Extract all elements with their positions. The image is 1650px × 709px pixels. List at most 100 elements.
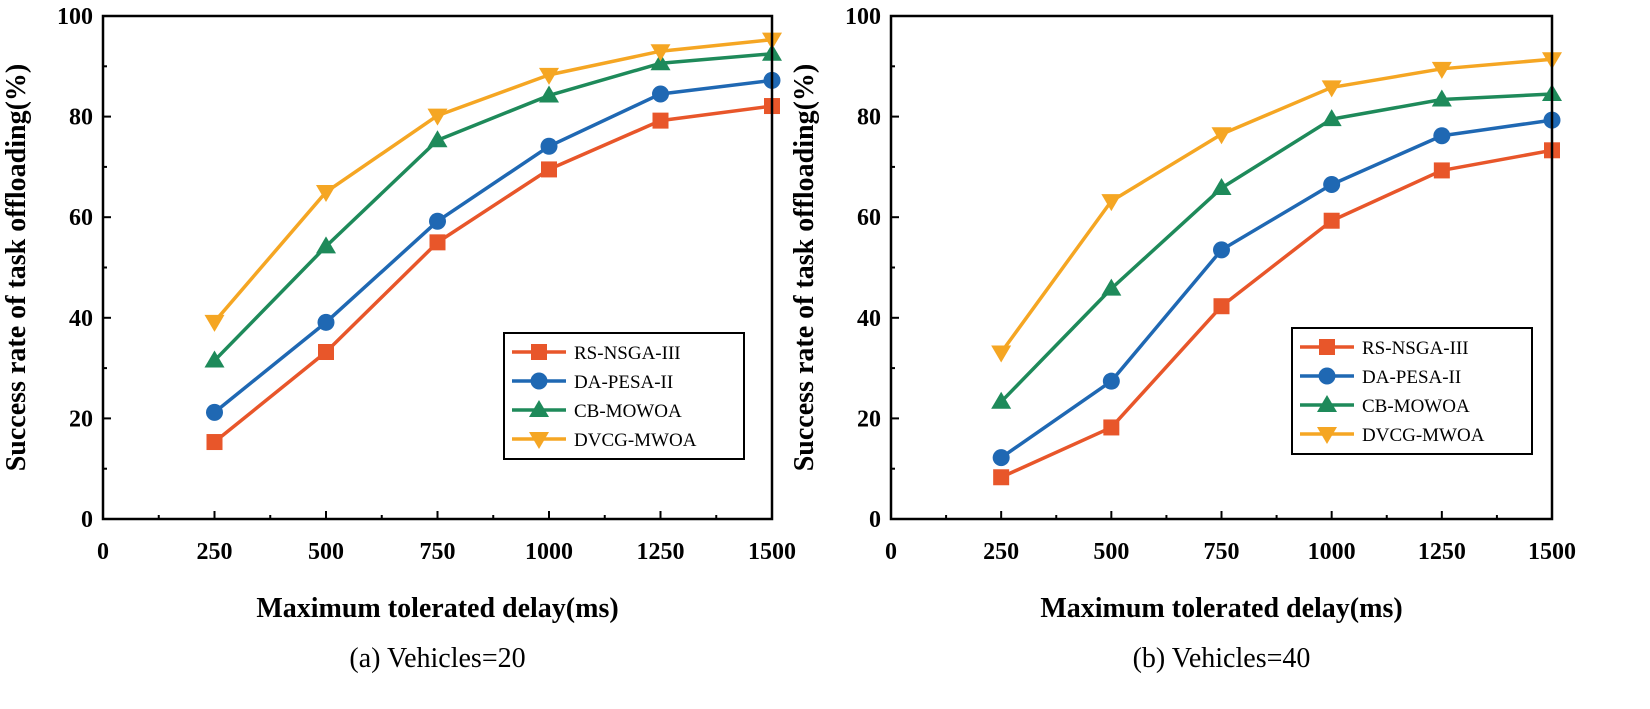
x-tick-label: 0 (97, 539, 109, 565)
data-point-rs-nsga-iii (1433, 162, 1450, 179)
data-point-da-pesa-ii (1323, 176, 1341, 194)
legend-label: CB-MOWOA (1362, 396, 1470, 417)
legend-label: DA-PESA-II (574, 372, 673, 393)
legend-item: RS-NSGA-III (512, 343, 681, 364)
x-tick-label: 1500 (1528, 539, 1576, 565)
x-axis-title: Maximum tolerated delay(ms) (1040, 593, 1402, 624)
legend-label: RS-NSGA-III (574, 343, 681, 364)
y-tick-label: 60 (69, 205, 93, 231)
x-tick-label: 1250 (1418, 539, 1466, 565)
data-point-rs-nsga-iii (429, 234, 446, 251)
x-tick-label: 750 (1204, 539, 1240, 565)
legend: RS-NSGA-III DA-PESA-II CB-MOWOA DVCG-MWOA (1291, 327, 1533, 455)
data-point-cb-mowoa (1101, 278, 1122, 296)
data-point-rs-nsga-iii (1103, 419, 1120, 436)
data-point-da-pesa-ii (206, 403, 223, 421)
y-tick-label: 60 (857, 205, 881, 231)
data-point-rs-nsga-iii (541, 161, 557, 178)
chart-panel-b: 0 250 500 750 1000 1250 1500 0 20 40 60 80 100 Maximu… (789, 4, 1576, 674)
legend-label: DVCG-MWOA (574, 430, 697, 451)
y-tick-label: 80 (69, 105, 93, 131)
x-tick-label: 250 (983, 539, 1019, 565)
series-line-da-pesa-ii (213, 78, 773, 414)
y-tick-label: 40 (857, 306, 881, 332)
data-point-rs-nsga-iii (652, 112, 669, 129)
y-tick-label: 100 (845, 4, 881, 30)
legend-item: DA-PESA-II (512, 372, 673, 393)
x-tick-label: 500 (1093, 539, 1129, 565)
data-point-dvcg-mwoa (1431, 61, 1452, 79)
data-point-rs-nsga-iii (1213, 298, 1230, 315)
data-point-cb-mowoa (1211, 178, 1232, 196)
data-point-dvcg-mwoa (991, 345, 1012, 363)
y-tick-label: 100 (57, 4, 93, 30)
legend-marker (529, 400, 549, 417)
data-point-dvcg-mwoa (539, 67, 559, 85)
data-point-cb-mowoa (539, 85, 559, 103)
x-tick-label: 0 (885, 539, 897, 565)
series-line-rs-nsga-iii (213, 104, 773, 444)
data-point-dvcg-mwoa (1321, 80, 1342, 98)
y-axis-title: Success rate of task offloading(%) (789, 64, 820, 472)
data-point-dvcg-mwoa (316, 185, 336, 203)
legend-label: DVCG-MWOA (1362, 425, 1485, 446)
y-tick-label: 40 (69, 306, 93, 332)
y-axis-title: Success rate of task offloading(%) (1, 64, 32, 472)
data-point-cb-mowoa (427, 130, 448, 148)
legend-label: DA-PESA-II (1362, 367, 1461, 388)
series-line-da-pesa-ii (1000, 118, 1553, 460)
series-line-dvcg-mwoa (999, 57, 1553, 354)
data-point-dvcg-mwoa (650, 44, 671, 62)
legend-item: CB-MOWOA (512, 400, 682, 422)
y-tick-label: 80 (857, 105, 881, 131)
data-point-dvcg-mwoa (1101, 194, 1122, 212)
data-point-rs-nsga-iii (1323, 212, 1340, 229)
legend-marker (530, 372, 548, 390)
legend-label: CB-MOWOA (574, 401, 682, 422)
legend-marker (531, 344, 547, 360)
data-point-cb-mowoa (204, 350, 225, 368)
legend-marker (1318, 367, 1336, 385)
data-point-da-pesa-ii (1433, 127, 1451, 145)
legend-item: DA-PESA-II (1300, 367, 1461, 388)
panel-caption: (a) Vehicles=20 (349, 643, 525, 674)
data-point-cb-mowoa (650, 53, 671, 71)
legend-marker (1317, 395, 1337, 412)
legend-item: DVCG-MWOA (512, 430, 697, 451)
data-point-da-pesa-ii (1102, 372, 1120, 390)
legend-marker (1319, 339, 1335, 355)
data-point-dvcg-mwoa (427, 108, 448, 126)
data-point-dvcg-mwoa (204, 314, 225, 332)
data-point-cb-mowoa (1431, 89, 1452, 107)
data-point-cb-mowoa (1321, 109, 1342, 127)
data-point-da-pesa-ii (1213, 241, 1230, 259)
data-point-da-pesa-ii (429, 212, 446, 230)
series-line-cb-mowoa (213, 51, 773, 362)
data-point-da-pesa-ii (317, 313, 335, 331)
y-tick-label: 0 (81, 507, 93, 533)
data-point-rs-nsga-iii (318, 344, 334, 361)
legend-marker (529, 432, 549, 449)
data-point-da-pesa-ii (652, 85, 669, 103)
data-point-cb-mowoa (316, 236, 336, 254)
data-point-rs-nsga-iii (206, 434, 223, 451)
x-tick-label: 500 (308, 539, 344, 565)
x-axis-title: Maximum tolerated delay(ms) (256, 593, 618, 624)
legend-marker (1317, 427, 1337, 444)
series-line-cb-mowoa (999, 92, 1553, 404)
data-point-cb-mowoa (991, 391, 1012, 409)
data-point-da-pesa-ii (992, 449, 1010, 467)
y-tick-label: 20 (69, 406, 93, 432)
chart-panel-a: 0 250 500 750 1000 1250 1500 0 20 40 60 80 100 Maximu… (1, 4, 796, 674)
y-tick-label: 0 (869, 507, 881, 533)
legend: RS-NSGA-III DA-PESA-II CB-MOWOA DVCG-MWOA (503, 332, 745, 460)
legend-item: RS-NSGA-III (1300, 338, 1469, 359)
data-point-dvcg-mwoa (1211, 127, 1232, 145)
x-tick-label: 1500 (748, 539, 796, 565)
legend-label: RS-NSGA-III (1362, 338, 1469, 359)
x-tick-label: 750 (420, 539, 456, 565)
legend-item: DVCG-MWOA (1300, 425, 1485, 446)
y-tick-label: 20 (857, 406, 881, 432)
x-tick-label: 250 (197, 539, 233, 565)
